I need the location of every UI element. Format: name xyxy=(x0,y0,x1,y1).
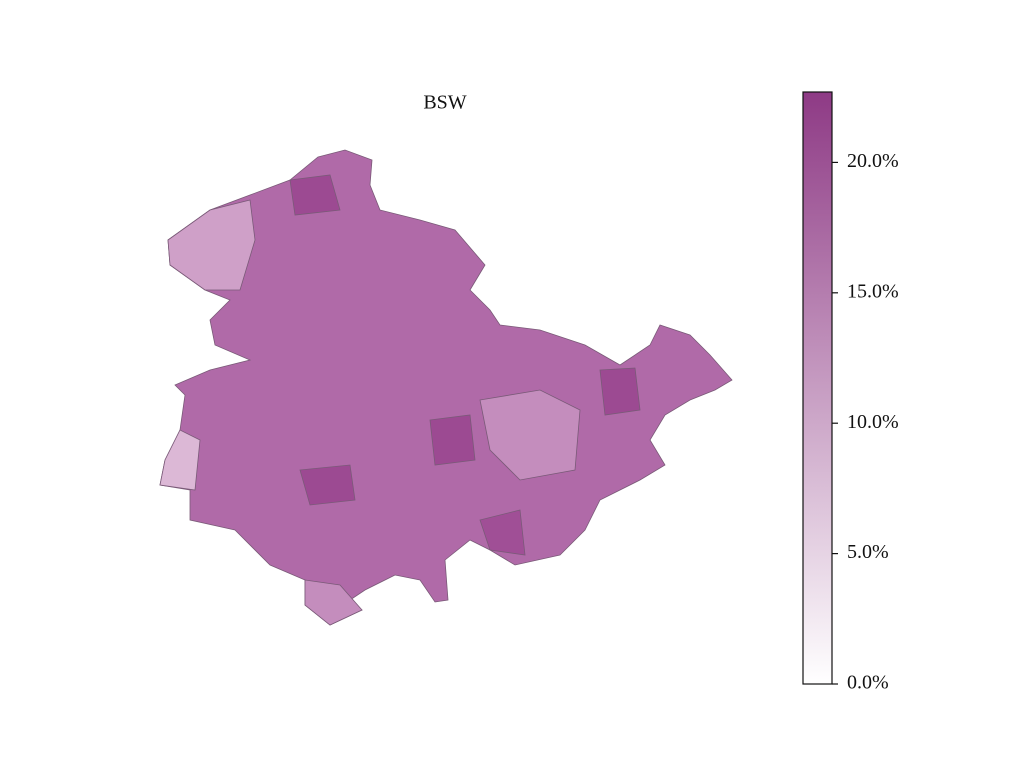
colorbar-tick-label: 0.0% xyxy=(847,672,889,694)
region xyxy=(429,414,476,466)
region xyxy=(289,174,341,216)
region xyxy=(299,464,356,506)
colorbar xyxy=(802,91,833,685)
colorbar-tick-label: 5.0% xyxy=(847,541,889,563)
colorbar-tick-label: 20.0% xyxy=(847,150,899,172)
region xyxy=(599,367,641,416)
region xyxy=(159,429,201,491)
region xyxy=(167,199,256,291)
map-title: BSW xyxy=(423,92,466,114)
region xyxy=(479,509,526,556)
state-outline xyxy=(159,149,733,626)
region xyxy=(304,579,363,626)
colorbar-tick-label: 10.0% xyxy=(847,411,899,433)
colorbar-tick-label: 15.0% xyxy=(847,280,899,302)
region xyxy=(479,389,581,481)
region-map xyxy=(159,149,733,626)
